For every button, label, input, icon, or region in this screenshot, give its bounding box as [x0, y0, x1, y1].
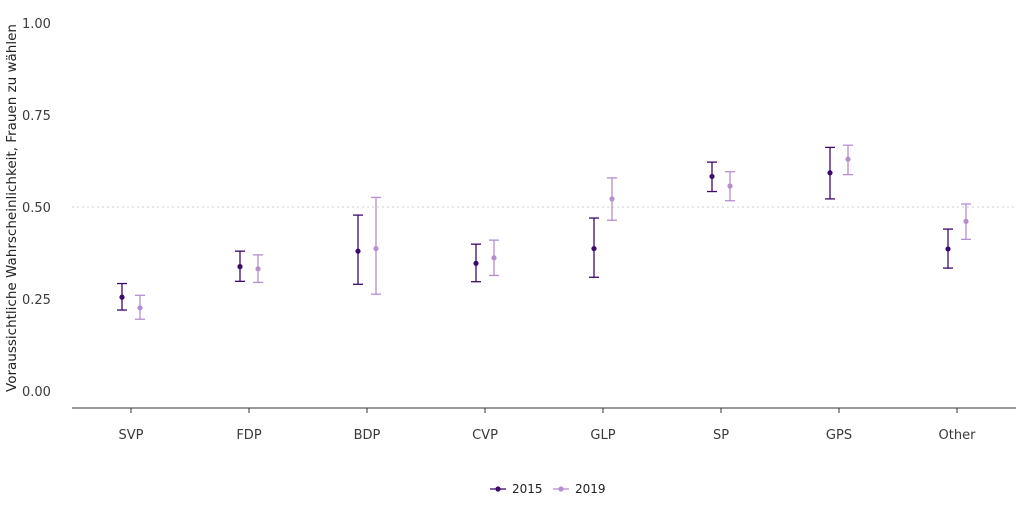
errorbar-2015 [235, 250, 245, 282]
y-tick-label: 0.00 [22, 385, 51, 400]
point-2019 [373, 245, 379, 252]
errorbar-2019 [725, 171, 735, 202]
legend-label: 2015 [512, 482, 543, 496]
errorbar-2015 [707, 161, 717, 193]
legend-key-point [558, 486, 564, 492]
x-tick-label: Other [939, 428, 977, 443]
y-axis-ticks: 0.00 0.25 0.50 0.75 1.00 [22, 17, 51, 400]
legend: 2015 2019 [490, 482, 606, 496]
x-tick-label: SVP [119, 428, 144, 443]
y-tick-label: 0.75 [22, 109, 51, 124]
errorbar-2015 [825, 146, 835, 200]
errorbar-2015 [589, 217, 599, 278]
x-tick-label: BDP [354, 428, 381, 443]
point-2019 [137, 305, 143, 311]
x-tick-label: FDP [236, 428, 261, 443]
point-2019 [491, 255, 497, 261]
errorbar-2019 [253, 254, 263, 284]
x-tick-label: CVP [472, 428, 498, 443]
errorbar-2019 [961, 203, 971, 241]
errorbar-2015 [353, 214, 363, 285]
x-axis-ticks: SVP FDP BDP CVP GLP SP GPS Other [119, 408, 977, 443]
errorbar-2015 [471, 243, 481, 283]
point-2019 [845, 156, 851, 162]
point-2015 [709, 173, 715, 180]
y-tick-label: 1.00 [22, 17, 51, 32]
point-2015 [237, 264, 243, 270]
y-tick-label: 0.50 [22, 201, 51, 216]
point-2015 [473, 260, 479, 266]
errorbar-2019 [371, 196, 381, 295]
errorbar-2019 [607, 177, 617, 221]
errorbar-2015 [117, 282, 127, 311]
point-2015 [827, 170, 833, 176]
point-2019 [727, 183, 733, 189]
legend-label: 2019 [575, 482, 606, 496]
x-tick-label: SP [713, 428, 729, 443]
point-2015 [119, 294, 125, 300]
point-2019 [255, 266, 261, 272]
point-2015 [945, 246, 951, 252]
errorbar-2019 [489, 239, 499, 277]
x-tick-label: GPS [826, 428, 852, 443]
point-2015 [591, 245, 597, 252]
errorbar-2019 [135, 294, 145, 320]
error-bar-marks [117, 144, 971, 320]
legend-key-point [495, 486, 501, 492]
point-2019 [609, 196, 615, 202]
errorbar-2019 [843, 144, 853, 176]
point-2015 [355, 248, 361, 254]
x-tick-label: GLP [590, 428, 615, 443]
y-tick-label: 0.25 [22, 293, 51, 308]
point-2019 [963, 218, 969, 224]
y-axis-title: Voraussichtliche Wahrscheinlichkeit, Fra… [4, 24, 20, 392]
errorbar-2015 [943, 228, 953, 269]
